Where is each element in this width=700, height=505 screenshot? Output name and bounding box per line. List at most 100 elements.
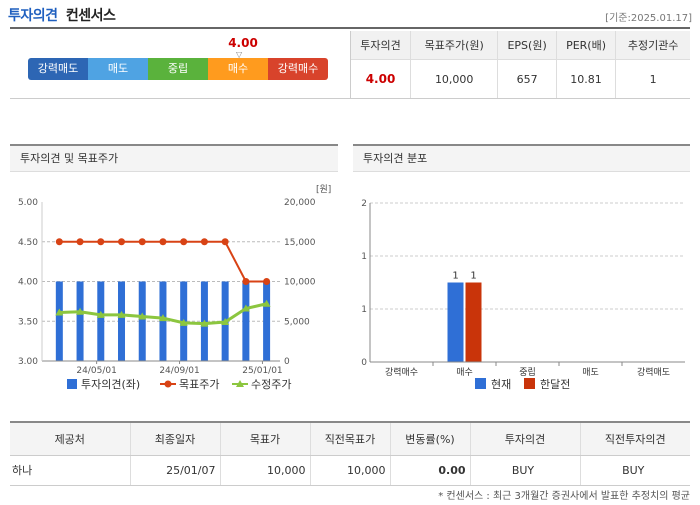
adjusted-price-point — [55, 308, 64, 316]
cell-prev-opinion: BUY — [580, 455, 690, 486]
summary-eps-value: 657 — [497, 59, 557, 99]
opinion-bar — [76, 281, 84, 361]
broker-table-header: 직전투자의견 — [580, 421, 690, 456]
legend-opinion-swatch — [67, 379, 77, 389]
title-sub: 컨센서스 — [65, 8, 116, 24]
category-label: 중립 — [519, 367, 536, 378]
title-main: 투자의견 — [8, 8, 58, 24]
right-axis-tick-label: 15,000 — [284, 238, 316, 248]
broker-table: 제공처 최종일자 목표가 직전목표가 변동률(%) 투자의견 직전투자의견 하나… — [10, 421, 690, 486]
broker-table-header: 제공처 — [10, 421, 131, 456]
rating-marker-icon: ▽ — [236, 50, 243, 59]
summary-divider — [350, 31, 351, 99]
opinion-bar — [159, 281, 167, 361]
bar-data-label: 1 — [470, 271, 476, 282]
cell-change-rate: 0.00 — [390, 455, 471, 486]
x-tick-label: 24/05/01 — [76, 366, 116, 376]
target-price-point — [200, 238, 208, 246]
header-divider — [10, 27, 690, 29]
target-price-point — [76, 238, 84, 246]
target-price-point — [221, 238, 229, 246]
opinion-target-chart: 5.00 4.50 4.00 3.50 3.00 20,000 15,000 10,000 5,… — [18, 184, 331, 391]
cell-last-date: 25/01/07 — [130, 455, 221, 486]
left-axis-tick-label: 4.50 — [18, 238, 38, 248]
opinion-bar — [138, 281, 146, 361]
legend-target-label: 목표주가 — [179, 378, 219, 391]
page-title: 투자의견 컨센서스 — [8, 5, 116, 25]
cell-opinion: BUY — [470, 455, 581, 486]
legend-month-ago-swatch — [524, 378, 535, 389]
legend-adjusted-label: 수정주가 — [251, 378, 291, 391]
broker-table-header: 최종일자 — [130, 421, 221, 456]
opinion-bar — [118, 281, 126, 361]
target-price-point — [55, 238, 63, 246]
target-price-point — [138, 238, 146, 246]
adjusted-price-point — [262, 299, 271, 307]
opinion-bar — [263, 281, 271, 361]
y-tick-label: 0 — [361, 358, 367, 368]
target-price-point — [242, 278, 250, 285]
category-label: 강력매도 — [637, 366, 670, 378]
base-date: [기준:2025.01.17] — [605, 13, 692, 24]
cell-target-price: 10,000 — [220, 455, 311, 486]
broker-table-header: 목표가 — [220, 421, 311, 456]
adjusted-price-point — [179, 318, 188, 326]
summary-header: 추정기관수 — [615, 31, 690, 60]
target-price-line — [59, 240, 267, 283]
y-tick-label: 2 — [361, 199, 367, 209]
category-label: 매수 — [456, 367, 473, 378]
left-axis-tick-label: 3.00 — [18, 357, 38, 367]
broker-table-header: 변동률(%) — [390, 421, 471, 456]
summary-bottom-divider — [10, 98, 690, 99]
broker-table-header: 투자의견 — [470, 421, 581, 456]
summary-header: PER(배) — [556, 31, 617, 60]
summary-institution-count: 1 — [649, 72, 657, 86]
x-tick-label: 24/09/01 — [159, 366, 199, 376]
opinion-bar — [242, 281, 250, 361]
legend-month-ago-label: 한달전 — [540, 378, 570, 391]
adjusted-price-point — [117, 310, 126, 318]
rating-segment-strong-sell: 강력매도 — [28, 58, 88, 80]
summary-table: 투자의견 목표주가(원) EPS(원) PER(배) 추정기관수 4.00 10… — [351, 31, 690, 99]
summary-header: EPS(원) — [497, 31, 557, 60]
y-tick-label: 1 — [361, 305, 367, 315]
summary-per-value: 10.81 — [556, 59, 617, 99]
bar-current — [447, 282, 464, 362]
opinion-bar — [55, 281, 63, 361]
table-row: 하나 25/01/07 10,000 10,000 0.00 BUY BUY — [10, 455, 690, 486]
left-axis-tick-label: 5.00 — [18, 198, 38, 208]
target-price-point — [263, 278, 271, 285]
adjusted-price-point — [241, 304, 250, 312]
y-tick-label: 1 — [361, 252, 367, 262]
target-price-point — [118, 238, 126, 246]
adjusted-price-point — [96, 310, 105, 318]
opinion-bar — [97, 281, 105, 361]
cell-provider: 하나 — [10, 455, 131, 486]
target-price-point — [159, 238, 167, 246]
panel-title-distribution: 투자의견 분포 — [353, 144, 690, 172]
rating-segment-sell: 매도 — [88, 58, 148, 80]
panel-title-opinion-target: 투자의견 및 목표주가 — [10, 144, 338, 172]
category-label: 매도 — [582, 367, 599, 378]
target-price-point — [180, 238, 188, 246]
right-axis-tick-label: 0 — [284, 357, 290, 367]
legend-adjusted-swatch — [236, 380, 244, 387]
bar-data-label: 1 — [452, 271, 458, 282]
target-price-point — [97, 238, 105, 246]
summary-header: 투자의견 — [351, 31, 411, 60]
adjusted-price-point — [158, 314, 167, 322]
summary-header: 목표주가(원) — [410, 31, 499, 60]
adjusted-price-point — [76, 307, 85, 315]
rating-segment-buy: 매수 — [208, 58, 268, 80]
rating-segment-strong-buy: 강력매수 — [268, 58, 328, 80]
legend-target-swatch — [164, 380, 172, 388]
legend-opinion-label: 투자의견(좌) — [81, 378, 140, 391]
legend-current-swatch — [475, 378, 486, 389]
rating-segment-neutral: 중립 — [148, 58, 208, 80]
right-axis-unit: [원] — [316, 184, 331, 195]
x-tick-label: 25/01/01 — [242, 366, 282, 376]
right-axis-tick-label: 10,000 — [284, 278, 316, 288]
summary-opinion-value: 4.00 — [351, 59, 411, 99]
category-label: 강력매수 — [385, 366, 418, 378]
right-axis-tick-label: 20,000 — [284, 198, 316, 208]
